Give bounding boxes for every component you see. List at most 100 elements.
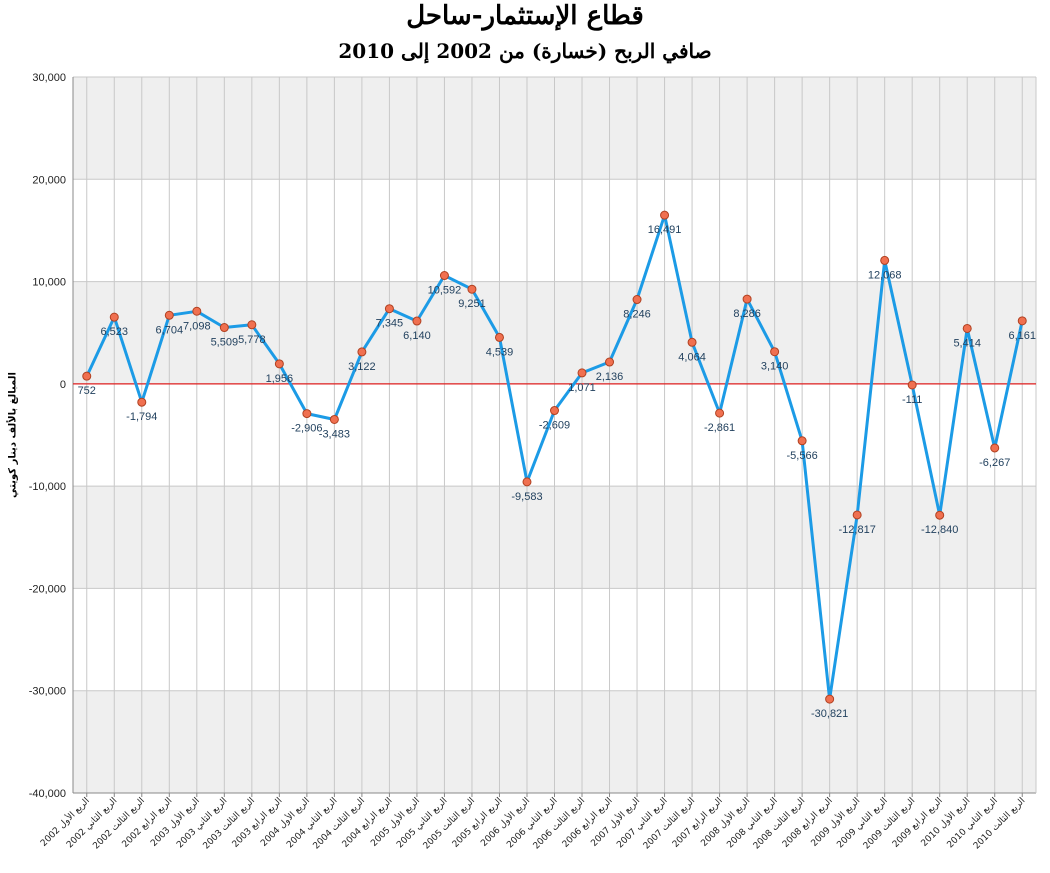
data-label: -3,483 — [319, 428, 350, 440]
x-tick-label: الربع الثاني 2005 — [395, 796, 449, 850]
data-point — [467, 284, 477, 294]
data-point — [247, 320, 257, 330]
data-label: 5,509 — [211, 337, 239, 349]
vertical-gridlines — [86, 77, 1023, 793]
data-point — [164, 310, 174, 320]
x-tick-label: الربع الرابع 2003 — [231, 796, 285, 850]
data-label: -1,794 — [126, 411, 157, 423]
data-point — [990, 443, 1000, 453]
x-tick-label: الربع الثاني 2002 — [65, 796, 119, 850]
y-tick-label: -30,000 — [29, 686, 66, 698]
data-point — [907, 380, 917, 390]
data-label: -2,906 — [291, 423, 322, 435]
y-tick-label: -20,000 — [29, 583, 66, 595]
y-tick-label: 20,000 — [32, 174, 66, 186]
data-point — [660, 210, 670, 220]
data-point — [274, 359, 284, 369]
x-tick-label: الربع الثاني 2007 — [615, 796, 669, 850]
x-tick-label: الربع الرابع 2008 — [781, 796, 835, 850]
data-label: -30,821 — [811, 708, 848, 720]
data-point — [880, 255, 890, 265]
data-label: 4,064 — [678, 351, 706, 363]
y-tick-label: -40,000 — [29, 788, 66, 800]
x-tick-label: الربع الثاني 2010 — [946, 796, 1000, 850]
x-tick-label: الربع الأول 2008 — [698, 795, 752, 849]
data-point — [962, 323, 972, 333]
x-tick-label: الربع الثاني 2008 — [725, 796, 779, 850]
data-label: 752 — [78, 385, 96, 397]
x-tick-label: الربع الأول 2009 — [808, 795, 862, 849]
data-point — [1017, 316, 1027, 326]
data-label: 7,098 — [183, 320, 211, 332]
x-tick-label: الربع الأول 2002 — [38, 795, 92, 849]
y-tick-label: 0 — [60, 379, 66, 391]
data-label: 1,071 — [568, 382, 596, 394]
data-point — [109, 312, 119, 322]
x-tick-label: الربع الرابع 2006 — [561, 796, 615, 850]
data-label: 8,286 — [733, 308, 761, 320]
x-tick-label: الربع الأول 2006 — [478, 795, 532, 849]
x-tick-label: الربع الأول 2005 — [368, 795, 422, 849]
data-point — [329, 414, 339, 424]
data-point — [137, 397, 147, 407]
data-label: 16,491 — [648, 224, 682, 236]
data-label: 1,956 — [266, 373, 294, 385]
chart-subtitle: صافي الربح (خسارة) من 2002 إلى 2010 — [338, 39, 712, 63]
data-label: 8,246 — [623, 309, 651, 321]
x-tick-label: الربع الرابع 2004 — [341, 796, 395, 850]
x-tick-label: الربع الأول 2004 — [258, 795, 312, 849]
data-label: -2,861 — [704, 422, 735, 434]
x-tick-label: الربع الرابع 2007 — [671, 796, 725, 850]
x-tick-label: الربع الرابع 2005 — [451, 796, 505, 850]
x-tick-label: الربع الرابع 2002 — [121, 796, 175, 850]
x-tick-label: الربع الأول 2003 — [148, 795, 202, 849]
data-point — [412, 316, 422, 326]
data-label: 6,704 — [156, 324, 184, 336]
data-point — [605, 357, 615, 367]
x-tick-label: الربع الثاني 2003 — [175, 796, 229, 850]
x-tick-label: الربع الثالث 2010 — [972, 796, 1027, 851]
data-label: 7,345 — [376, 318, 404, 330]
data-point — [219, 323, 229, 333]
data-label: -12,817 — [839, 524, 876, 536]
data-label: -12,840 — [921, 524, 958, 536]
data-point — [522, 477, 532, 487]
data-label: 6,523 — [101, 326, 129, 338]
data-point — [82, 371, 92, 381]
data-label: 9,251 — [458, 298, 486, 310]
data-label: -111 — [902, 394, 922, 406]
data-point — [852, 510, 862, 520]
data-point — [384, 304, 394, 314]
data-point — [577, 368, 587, 378]
data-point — [797, 436, 807, 446]
data-label: 2,136 — [596, 371, 624, 383]
y-tick-label: 30,000 — [32, 72, 66, 84]
data-point — [687, 337, 697, 347]
data-point — [302, 409, 312, 419]
data-point — [494, 332, 504, 342]
data-point — [192, 306, 202, 316]
data-label: 10,592 — [428, 285, 462, 297]
data-point — [770, 347, 780, 357]
y-tick-label: -10,000 — [29, 481, 66, 493]
data-label: 3,122 — [348, 361, 376, 373]
x-tick-label: الربع الأول 2010 — [918, 795, 972, 849]
data-point — [632, 295, 642, 305]
data-label: 6,140 — [403, 330, 431, 342]
data-label: -6,267 — [979, 457, 1010, 469]
data-label: 5,778 — [238, 334, 266, 346]
data-label: 12,068 — [868, 269, 902, 281]
data-label: 4,539 — [486, 346, 514, 358]
chart-title: قطاع الإستثمار-ساحل — [406, 1, 644, 31]
x-tick-label: الربع الثاني 2009 — [835, 796, 889, 850]
data-point — [550, 406, 559, 416]
data-point — [715, 408, 725, 418]
y-tick-label: 10,000 — [32, 277, 66, 289]
data-label: -9,583 — [511, 491, 542, 503]
data-markers — [82, 210, 1027, 704]
data-point — [357, 347, 367, 357]
x-tick-label: الربع الثاني 2006 — [505, 796, 559, 850]
